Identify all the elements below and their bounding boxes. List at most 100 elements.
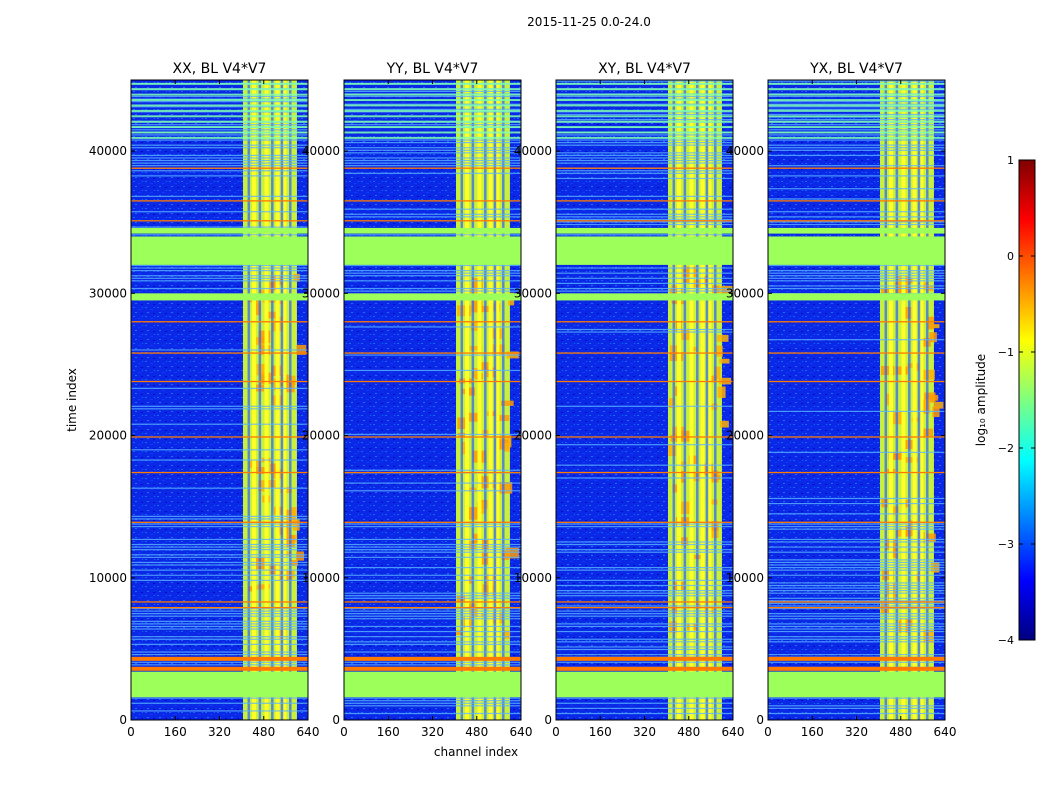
rfi-blob xyxy=(929,332,937,343)
time-stripe xyxy=(131,159,308,162)
rfi-blob xyxy=(927,316,935,330)
rfi-blob xyxy=(290,507,297,517)
time-stripe xyxy=(344,697,521,699)
time-stripe xyxy=(131,226,308,228)
time-stripe xyxy=(131,211,308,213)
time-stripe xyxy=(344,433,521,436)
time-stripe xyxy=(344,157,521,159)
time-stripe xyxy=(131,134,308,136)
time-stripe xyxy=(768,165,945,167)
time-stripe xyxy=(556,523,733,525)
flagged-time-block xyxy=(556,227,733,234)
time-stripe xyxy=(131,697,308,699)
time-stripe xyxy=(768,561,945,564)
time-stripe xyxy=(131,101,308,103)
time-stripe xyxy=(344,661,521,663)
time-stripe xyxy=(768,188,945,190)
time-stripe xyxy=(768,95,945,98)
time-stripe xyxy=(131,702,308,704)
rfi-blob xyxy=(719,420,729,428)
time-stripe xyxy=(131,124,308,126)
time-stripe xyxy=(768,615,945,617)
time-stripe-bright xyxy=(556,115,733,118)
time-stripe xyxy=(556,142,733,144)
rfi-blob xyxy=(465,387,476,396)
flagged-time-line xyxy=(768,220,945,222)
flagged-time-line xyxy=(768,666,945,671)
y-tick-label: 10000 xyxy=(89,571,127,585)
colorbar-gradient xyxy=(1018,159,1036,641)
time-stripe xyxy=(556,526,733,528)
band-gap xyxy=(289,80,292,720)
time-stripe xyxy=(344,142,521,144)
rfi-blob xyxy=(470,613,485,618)
time-stripe xyxy=(344,103,521,105)
time-stripe xyxy=(131,270,308,272)
band-gap xyxy=(672,80,676,720)
rfi-blob xyxy=(690,472,700,482)
flagged-time-line xyxy=(344,436,521,438)
rfi-blob xyxy=(717,386,726,398)
rfi-blob xyxy=(719,358,730,364)
time-stripe xyxy=(344,469,521,471)
rfi-blob xyxy=(675,517,689,526)
time-stripe-bright xyxy=(131,136,308,139)
flagged-time-line xyxy=(131,656,308,661)
time-stripe xyxy=(556,282,733,285)
time-stripe-bright xyxy=(344,131,521,134)
time-stripe xyxy=(556,712,733,715)
time-stripe xyxy=(556,444,733,446)
time-stripe xyxy=(344,651,521,653)
suptitle: 2015-11-25 0.0-24.0 xyxy=(527,15,651,29)
time-stripe xyxy=(344,630,521,633)
rfi-blob xyxy=(495,439,509,450)
time-stripe xyxy=(344,270,521,272)
time-stripe xyxy=(556,134,733,136)
colorbar: 1 0 −1 −2 −3 −4 log₁₀ amplitude xyxy=(974,154,1036,647)
flagged-time-line xyxy=(768,436,945,438)
rfi-blob xyxy=(933,401,944,409)
time-stripe xyxy=(556,162,733,164)
time-stripe xyxy=(556,216,733,218)
time-stripe xyxy=(344,287,521,290)
rfi-blob xyxy=(888,453,902,460)
time-stripe xyxy=(768,559,945,561)
time-stripe xyxy=(344,165,521,167)
time-stripe xyxy=(556,654,733,656)
rfi-blob xyxy=(899,618,914,628)
time-stripe-bright xyxy=(344,109,521,112)
rfi-blob xyxy=(924,394,939,401)
time-stripe xyxy=(768,270,945,272)
time-stripe xyxy=(768,129,945,131)
time-stripe xyxy=(344,566,521,569)
y-tick-label: 30000 xyxy=(514,286,552,300)
flagged-time-block xyxy=(344,671,521,698)
time-stripe xyxy=(556,152,733,154)
flagged-time-line xyxy=(556,321,733,323)
time-stripe xyxy=(768,175,945,177)
time-stripe xyxy=(131,564,308,566)
y-tick-label: 30000 xyxy=(726,286,764,300)
time-stripe xyxy=(344,610,521,612)
time-stripe xyxy=(131,144,308,146)
x-axis-label: channel index xyxy=(434,745,518,759)
time-stripe xyxy=(131,561,308,564)
time-stripe xyxy=(768,221,945,223)
flagged-time-line xyxy=(768,521,945,523)
time-stripe xyxy=(768,523,945,525)
flagged-time-line xyxy=(768,200,945,202)
rfi-blob xyxy=(668,444,677,457)
rfi-blob xyxy=(920,337,931,347)
x-tick-label: 640 xyxy=(722,725,745,739)
time-stripe xyxy=(344,108,521,110)
flagged-time-line xyxy=(131,321,308,323)
time-stripe xyxy=(556,615,733,617)
time-stripe xyxy=(131,579,308,581)
time-stripe xyxy=(768,602,945,605)
time-stripe xyxy=(344,615,521,617)
rfi-blob xyxy=(469,608,482,615)
panel-title: YX, BL V4*V7 xyxy=(809,61,903,77)
time-stripe xyxy=(768,597,945,599)
time-stripe xyxy=(768,538,945,541)
time-stripe xyxy=(131,165,308,167)
